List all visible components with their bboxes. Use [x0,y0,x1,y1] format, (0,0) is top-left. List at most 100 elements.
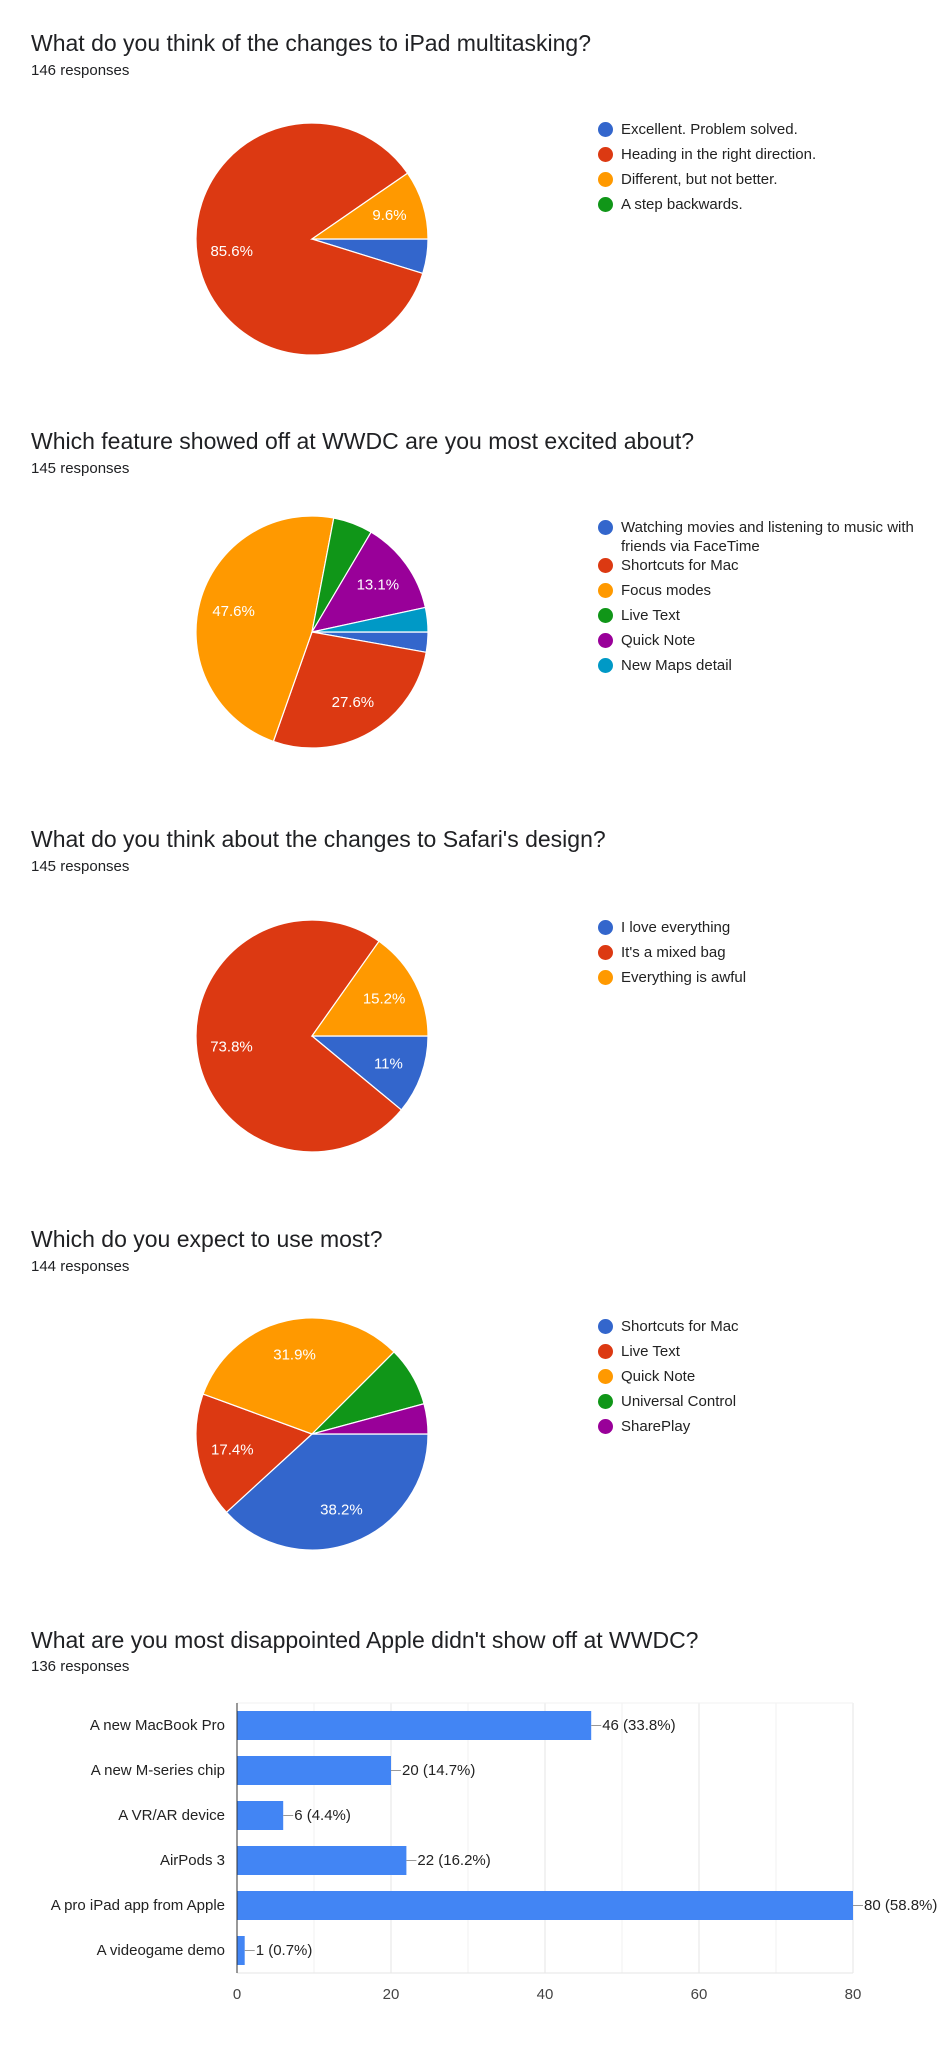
pie-legend: Watching movies and listening to music w… [598,518,938,681]
pie-slice[interactable] [311,1403,429,1435]
legend-item[interactable]: Heading in the right direction. [598,145,938,170]
legend-swatch [598,920,613,935]
legend-label: Quick Note [621,1368,696,1385]
response-count: 145 responses [31,460,130,477]
bar-value-label: 80 (58.8%) [864,1896,938,1914]
pie-slice[interactable] [310,172,429,240]
legend-item[interactable]: A step backwards. [598,195,938,220]
x-tick-label: 80 [844,1986,862,2003]
legend-swatch [598,147,613,162]
legend-item[interactable]: Shortcuts for Mac [598,1317,938,1342]
legend-item[interactable]: Quick Note [598,631,938,656]
pie-slice[interactable] [272,631,427,749]
legend-item[interactable]: Excellent. Problem solved. [598,120,938,145]
pie-slice[interactable] [310,1035,429,1111]
response-count: 145 responses [31,858,130,875]
legend-label: Excellent. Problem solved. [621,121,798,138]
x-tick-label: 40 [536,1986,554,2003]
bar[interactable] [237,1891,853,1920]
legend-swatch [598,520,613,535]
response-count: 146 responses [31,62,130,79]
legend-item[interactable]: SharePlay [598,1417,938,1442]
pie-slice[interactable] [310,531,427,633]
pie-slice[interactable] [202,1317,395,1435]
pie-slice[interactable] [310,940,429,1037]
category-label: A new M-series chip [90,1761,225,1779]
legend-label: New Maps detail [621,657,732,674]
legend-item[interactable]: Quick Note [598,1367,938,1392]
x-tick-label: 20 [382,1986,400,2003]
bar[interactable] [237,1801,284,1830]
slice-percent-label: 17.4% [211,1442,254,1459]
legend-item[interactable]: Focus modes [598,581,938,606]
bar[interactable] [237,1846,407,1875]
bar[interactable] [237,1711,592,1740]
legend-label: Shortcuts for Mac [621,557,739,574]
question-title: What do you think of the changes to iPad… [31,30,591,56]
legend-swatch [598,197,613,212]
legend-swatch [598,1344,613,1359]
legend-item[interactable]: Shortcuts for Mac [598,556,938,581]
legend-swatch [598,172,613,187]
legend-swatch [598,1394,613,1409]
legend-item[interactable]: It's a mixed bag [598,943,938,968]
legend-item[interactable]: Live Text [598,606,938,631]
slice-percent-label: 85.6% [210,243,253,260]
legend-item[interactable]: Universal Control [598,1392,938,1417]
slice-percent-label: 47.6% [212,603,255,620]
bar[interactable] [237,1936,245,1965]
legend-item[interactable]: Everything is awful [598,968,938,993]
legend-label: It's a mixed bag [621,944,726,961]
pie-slice[interactable] [195,919,403,1153]
legend-label: A step backwards. [621,196,743,213]
legend-item[interactable]: Live Text [598,1342,938,1367]
slice-percent-label: 11% [374,1056,403,1073]
pie-chart: 11% 73.8% 15.2% [195,919,429,1153]
legend-swatch [598,633,613,648]
question-title: What are you most disappointed Apple did… [31,1627,699,1653]
legend-swatch [598,658,613,673]
category-label: AirPods 3 [159,1851,225,1869]
category-label: A videogame demo [96,1941,225,1959]
slice-percent-label: 13.1% [357,576,400,593]
pie-slice[interactable] [195,515,335,743]
legend-swatch [598,558,613,573]
legend-swatch [598,945,613,960]
legend-label: Universal Control [621,1393,737,1410]
legend-swatch [598,608,613,623]
pie-slice[interactable] [195,122,424,356]
pie-slice[interactable] [225,1433,429,1551]
bar-value-label: 20 (14.7%) [402,1761,476,1779]
slice-percent-label: 73.8% [210,1039,253,1056]
legend-item[interactable]: New Maps detail [598,656,938,681]
legend-item[interactable]: I love everything [598,918,938,943]
pie-slice[interactable] [311,606,429,633]
category-label: A VR/AR device [118,1806,225,1824]
legend-swatch [598,122,613,137]
legend-item[interactable]: Watching movies and listening to music w… [598,518,938,556]
legend-label: Different, but not better. [621,171,778,188]
legend-swatch [598,583,613,598]
legend-swatch [598,970,613,985]
pie-chart: 85.6% 9.6% [195,122,429,356]
bar-value-label: 46 (33.8%) [602,1716,676,1734]
question-title: Which feature showed off at WWDC are you… [31,428,695,454]
bar-value-label: 1 (0.7%) [255,1941,313,1959]
x-tick-label: 0 [232,1986,242,2003]
legend-label: Quick Note [621,632,696,649]
legend-item[interactable]: Different, but not better. [598,170,938,195]
pie-legend: Excellent. Problem solved. Heading in the… [598,120,938,220]
pie-chart: 38.2% 17.4% 31.9% [195,1317,429,1551]
bar-chart [236,1702,863,1974]
legend-label: Everything is awful [621,969,747,986]
legend-label: Focus modes [621,582,712,599]
bar[interactable] [237,1756,391,1785]
slice-percent-label: 38.2% [320,1502,363,1519]
legend-label: Live Text [621,607,680,624]
question-title: Which do you expect to use most? [31,1226,383,1252]
slice-percent-label: 27.6% [332,694,375,711]
pie-legend: Shortcuts for Mac Live Text Quick Note Univ… [598,1317,938,1442]
legend-label: Heading in the right direction. [621,146,817,163]
legend-label: SharePlay [621,1418,691,1435]
